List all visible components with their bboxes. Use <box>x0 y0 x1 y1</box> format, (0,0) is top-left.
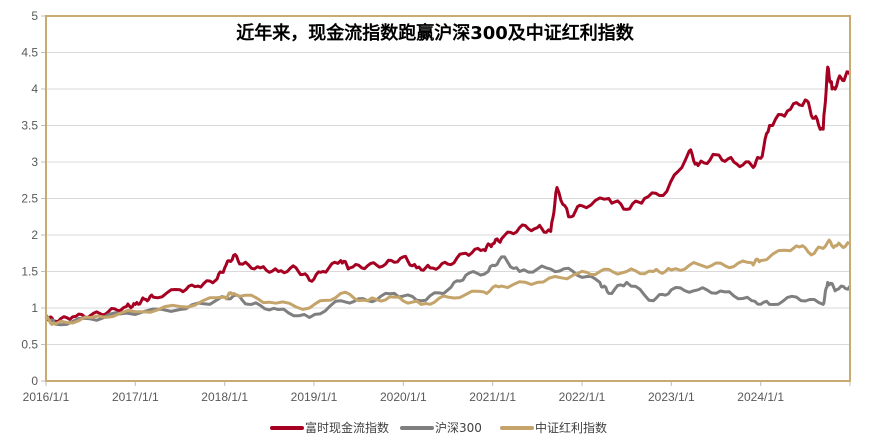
y-tick-label: 2.5 <box>21 192 38 206</box>
x-tick-label: 2021/1/1 <box>469 390 516 404</box>
y-tick-label: 0 <box>31 374 38 388</box>
x-tick-label: 2017/1/1 <box>112 390 159 404</box>
x-tick-label: 2020/1/1 <box>380 390 427 404</box>
x-tick-label: 2018/1/1 <box>201 390 248 404</box>
legend-label: 富时现金流指数 <box>305 420 389 435</box>
plot-frame <box>45 15 851 382</box>
y-tick-label: 2 <box>31 228 38 242</box>
series-lines <box>44 65 852 327</box>
y-tick-label: 4.5 <box>21 46 38 60</box>
legend-label: 中证红利指数 <box>535 420 607 435</box>
y-tick-label: 5 <box>31 9 38 23</box>
y-tick-label: 3.5 <box>21 119 38 133</box>
chart-title: 近年来，现金流指数跑赢沪深300及中证红利指数 <box>236 22 635 44</box>
y-tick-label: 1.5 <box>21 265 38 279</box>
legend-label: 沪深300 <box>435 421 482 435</box>
x-tick-label: 2022/1/1 <box>559 390 606 404</box>
y-tick-label: 4 <box>31 82 38 96</box>
y-tick-label: 0.5 <box>21 338 38 352</box>
y-tick-label: 3 <box>31 155 38 169</box>
x-axis: 2016/1/1 2017/1/1 2018/1/1 2019/1/1 2020/1/1… <box>23 381 851 404</box>
y-axis: 0 0.5 1 1.5 2 2.5 3 3.5 4 4.5 5 <box>21 9 46 388</box>
x-tick-label: 2024/1/1 <box>737 390 784 404</box>
gridlines <box>46 15 850 382</box>
series-line-0 <box>44 65 852 324</box>
x-tick-label: 2023/1/1 <box>648 390 695 404</box>
x-tick-label: 2016/1/1 <box>23 390 70 404</box>
y-tick-label: 1 <box>31 301 38 315</box>
x-tick-label: 2019/1/1 <box>291 390 338 404</box>
series-line-2 <box>44 238 851 326</box>
legend: 富时现金流指数 沪深300 中证红利指数 <box>270 420 607 435</box>
